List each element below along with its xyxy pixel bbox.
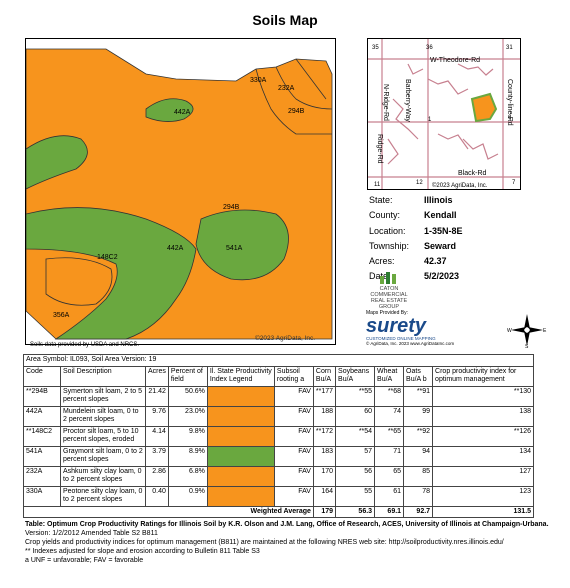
map-source: Soils data provided by USDA and NRCS.: [30, 342, 140, 348]
table-header: Code Soil Description Acres Percent of f…: [23, 365, 535, 387]
th-wheat: Wheat Bu/A: [374, 365, 405, 387]
soils-map: 330A 232A 294B 442A 294B 442A 541A 148C2…: [25, 38, 336, 345]
surety-tagline: CUSTOMIZED ONLINE MAPPING: [366, 336, 436, 341]
info-panel: State: Illinois County: Kendall Location: 1…: [369, 193, 463, 285]
th-cpi: Crop productivity index for optimum mana…: [432, 365, 535, 387]
section-36: 36: [426, 45, 433, 51]
label-294b-top: 294B: [288, 108, 305, 115]
footnote-version: Version: 1/2/2012 Amended Table S2 B811: [25, 530, 158, 537]
table-row: **294B Symerton silt loam, 2 to 5 percent…: [23, 385, 535, 407]
section-11: 11: [374, 182, 381, 188]
section-12: 12: [416, 180, 423, 186]
section-7: 7: [512, 180, 516, 186]
info-key: County:: [369, 210, 401, 221]
area-symbol: Area Symbol: IL093, Soil Area Version: 1…: [22, 354, 535, 367]
th-pct: Percent of field: [167, 365, 208, 387]
info-value: Kendall: [424, 210, 457, 221]
road-theodore: W-Theodore-Rd: [430, 57, 480, 64]
info-key: Date:: [369, 271, 391, 282]
section-31: 31: [506, 45, 513, 51]
svg-text:E: E: [543, 328, 547, 334]
subject-field: [470, 92, 498, 123]
label-330a: 330A: [250, 77, 267, 84]
legend-swatch: [206, 485, 275, 507]
info-key: Location:: [369, 225, 406, 236]
soil-zone-442a-top: [145, 98, 194, 122]
compass-icon: W E S: [507, 312, 547, 350]
table-row: 232A Ashkum silty clay loam, 0 to 2 perce…: [23, 465, 535, 487]
label-541a: 541A: [226, 245, 243, 252]
th-subsoil: Subsoil rooting a: [273, 365, 314, 387]
footnote-title: Table: Optimum Crop Productivity Ratings…: [25, 521, 549, 528]
location-credit: ©2023 AgriData, Inc.: [432, 182, 488, 189]
caton-text: CATON COMMERCIAL REAL ESTATE GROUP: [370, 286, 408, 310]
legend-swatch: [206, 445, 275, 467]
footnote-line4: a UNF = unfavorable; FAV = favorable: [25, 557, 144, 564]
label-232a: 232A: [278, 85, 295, 92]
label-356a: 356A: [53, 312, 70, 319]
label-442a: 442A: [167, 245, 184, 252]
info-value: Illinois: [424, 195, 453, 205]
soil-zone-148c2: [45, 257, 113, 306]
info-value: 5/2/2023: [424, 271, 460, 282]
th-legend: Il. State Productivity Index Legend: [206, 365, 275, 387]
caton-logo: CATON COMMERCIAL REAL ESTATE GROUP: [363, 270, 415, 310]
info-key: Township:: [369, 240, 410, 251]
svg-text:S: S: [525, 344, 529, 348]
info-value: Seward: [424, 240, 457, 251]
map-credit: ©2023 AgriData, Inc.: [255, 335, 316, 342]
footnote-line3: ** Indexes adjusted for slope and erosio…: [25, 548, 260, 555]
label-294b: 294B: [223, 204, 240, 211]
soil-zone-442a-band: [26, 207, 197, 340]
location-map: 35 36 31 W-Theodore-Rd County-line-Rd Ba…: [367, 38, 521, 190]
section-6: 6: [508, 115, 512, 121]
soil-table: Area Symbol: IL093, Soil Area Version: 1…: [22, 354, 535, 518]
soil-zone-541a: [195, 209, 289, 281]
road-countyline: County-line-Rd: [506, 79, 513, 126]
th-corn: Corn Bu/A: [312, 365, 337, 387]
info-key: Acres:: [369, 256, 395, 267]
table-row: **148C2 Proctor silt loam, 5 to 10 percen…: [23, 425, 535, 447]
footnote-line2: Crop yields and productivity indices for…: [25, 539, 504, 546]
page-title: Soils Map: [252, 12, 318, 28]
info-value: 1-35N-8E: [424, 225, 463, 236]
info-value: 42.37: [424, 256, 447, 267]
th-soy: Soybeans Bu/A: [335, 365, 376, 387]
table-row: 541A Graymont silt loam, 0 to 2 percent s…: [23, 445, 535, 467]
road-black: Black-Rd: [458, 170, 487, 177]
label-148c2: 148C2: [97, 254, 118, 261]
surety-wordmark: surety: [366, 315, 427, 337]
legend-swatch: [206, 385, 275, 407]
legend-swatch: [206, 465, 275, 487]
section-35: 35: [372, 45, 379, 51]
weighted-average-row: Weighted Average 179 56.3 69.1 92.7 131.…: [23, 505, 535, 518]
road-ridge: Ridge-Rd: [376, 134, 383, 164]
surety-credit: © AgriData, Inc. 2023 www.AgriDataInc.co…: [366, 341, 455, 346]
th-desc: Soil Description: [60, 365, 146, 387]
th-acres: Acres: [145, 365, 169, 387]
soil-zone-442a-left: [26, 135, 88, 190]
label-442a-top: 442A: [174, 109, 191, 116]
section-1: 1: [428, 117, 432, 123]
surety-logo: Maps Provided By: surety CUSTOMIZED ONLI…: [366, 310, 491, 346]
table-row: 330A Peotone silty clay loam, 0 to 2 perc…: [23, 485, 535, 507]
table-row: 442A Mundelein silt loam, 0 to 2 percent …: [23, 405, 535, 427]
svg-text:W: W: [507, 328, 512, 334]
road-nridge: N-Ridge-Rd: [382, 84, 389, 121]
footnotes: Table: Optimum Crop Productivity Ratings…: [25, 520, 555, 565]
surety-by: Maps Provided By:: [366, 310, 408, 316]
legend-swatch: [206, 425, 275, 447]
info-key: State:: [369, 195, 393, 205]
th-oats: Oats Bu/A b: [403, 365, 434, 387]
road-barberry: Barberry-Way: [404, 79, 411, 122]
legend-swatch: [206, 405, 275, 427]
th-code: Code: [23, 365, 61, 387]
